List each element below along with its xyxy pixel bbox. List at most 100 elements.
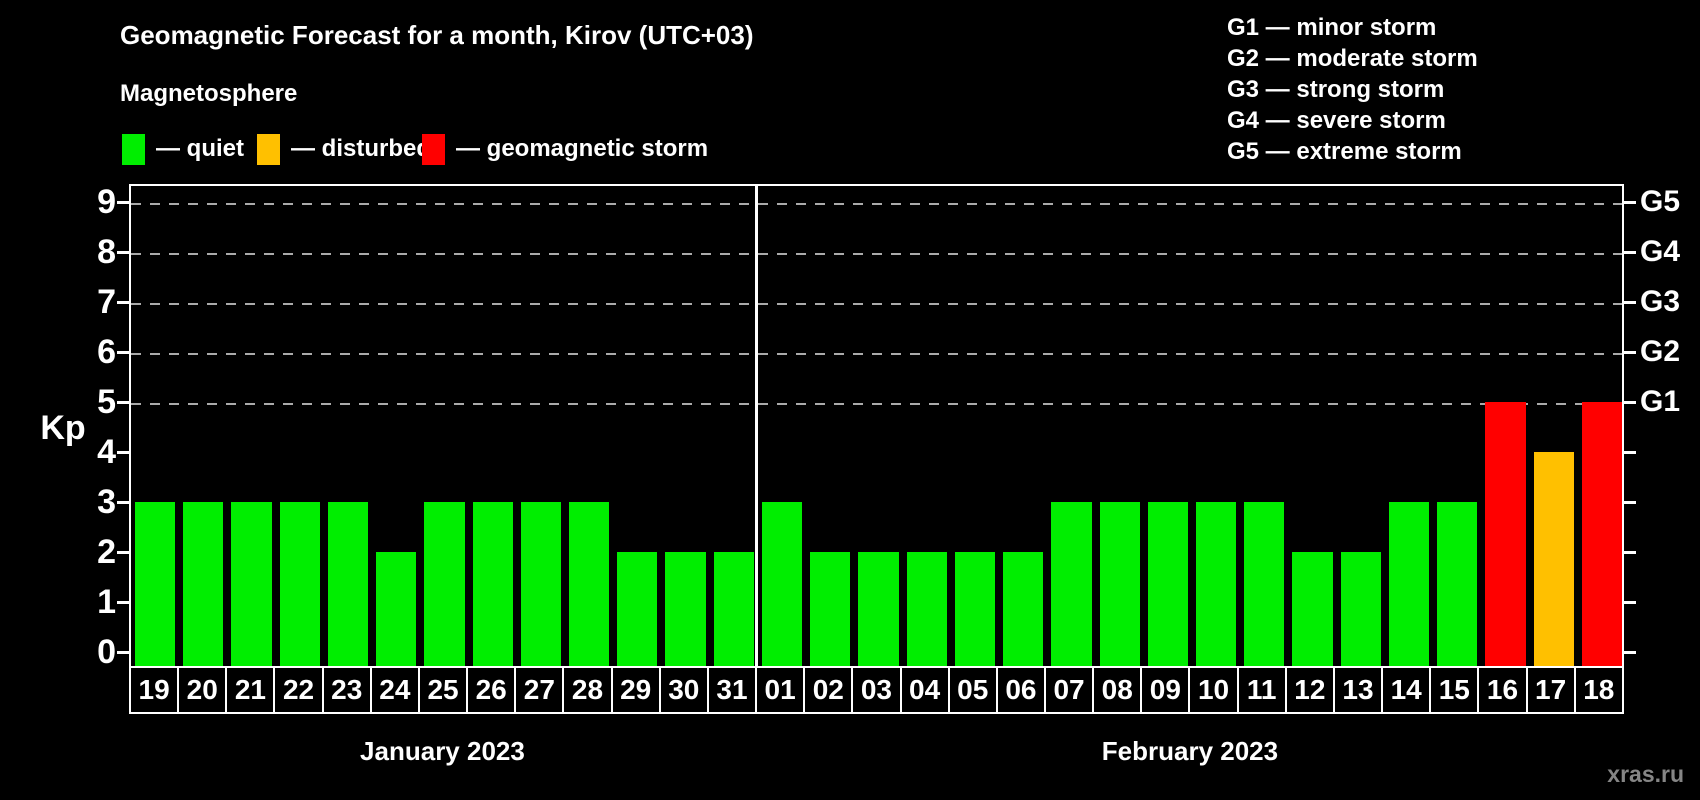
day-cell: 08: [1094, 668, 1143, 712]
kp-bar-day-08: [1099, 502, 1140, 668]
gridline-kp-8: [131, 253, 1622, 255]
day-cell: 16: [1479, 668, 1528, 712]
day-cell: 23: [324, 668, 372, 712]
gridline-kp-6: [131, 353, 1622, 355]
day-cell: 12: [1287, 668, 1335, 712]
gridline-kp-5: [131, 403, 1622, 405]
kp-bar-day-07: [1051, 502, 1092, 668]
day-cell: 24: [372, 668, 420, 712]
day-cell: 20: [179, 668, 228, 712]
kp-bar-day-16: [1485, 402, 1526, 668]
kp-bar-day-21: [231, 502, 272, 668]
kp-bar-day-25: [424, 502, 465, 668]
legend-item-label: — quiet: [156, 135, 244, 162]
y-axis-tick-left: [117, 601, 129, 604]
y-axis-tick-label: 9: [97, 183, 116, 221]
g-axis-label-g5: G5: [1640, 185, 1681, 218]
y-axis-tick-left: [117, 301, 129, 304]
y-axis-tick-left: [117, 501, 129, 504]
day-cell: 13: [1335, 668, 1384, 712]
day-cell: 19: [131, 668, 180, 712]
g-legend-line: G5 — extreme storm: [1227, 138, 1462, 165]
kp-bar-day-17: [1533, 452, 1574, 668]
y-axis-tick-left: [117, 251, 129, 254]
kp-bar-day-19: [135, 502, 176, 668]
month-label: February 2023: [1101, 736, 1279, 766]
g-axis-label-g3: G3: [1640, 285, 1681, 318]
day-cell: 09: [1142, 668, 1191, 712]
kp-bar-day-29: [617, 552, 658, 668]
day-cell: 03: [853, 668, 902, 712]
g-axis-label-g2: G2: [1640, 335, 1681, 368]
day-cell: 21: [227, 668, 276, 712]
legend-item-label: — disturbed: [291, 135, 432, 162]
kp-bar-day-05: [954, 552, 996, 668]
y-axis-tick-label: 5: [97, 383, 116, 421]
x-axis-day-strip: 19 20 21 22 23 24 25 26 27 28 29 30 31 01 02 03 04 05 06 07…: [129, 666, 1624, 714]
day-cell: 02: [805, 668, 854, 712]
day-cell: 11: [1239, 668, 1287, 712]
legend-item-storm: — geomagnetic storm: [422, 133, 708, 165]
kp-bar-day-09: [1147, 502, 1188, 668]
y-axis-tick-label: 7: [97, 283, 116, 321]
y-axis-tick-left: [117, 201, 129, 204]
gridline-kp-7: [131, 303, 1622, 305]
storm-swatch-icon: [422, 133, 445, 165]
y-axis-tick-left: [117, 651, 129, 654]
y-axis-tick-label: 2: [97, 533, 116, 571]
y-axis-tick-right: [1624, 401, 1636, 404]
kp-bar-day-24: [376, 552, 417, 668]
quiet-swatch-icon: [122, 133, 145, 165]
y-axis-tick-label: 8: [97, 233, 116, 271]
y-axis-tick-left: [117, 451, 129, 454]
kp-bar-day-02: [810, 552, 851, 668]
kp-bar-day-27: [520, 502, 562, 668]
y-axis-tick-right: [1624, 551, 1636, 554]
g-legend-line: G3 — strong storm: [1227, 76, 1445, 103]
kp-bar-day-28: [569, 502, 610, 668]
kp-bar-day-14: [1388, 502, 1430, 668]
disturbed-swatch-icon: [257, 133, 280, 165]
kp-bar-day-15: [1437, 502, 1478, 668]
kp-bar-day-11: [1244, 502, 1285, 668]
y-axis-tick-right: [1624, 601, 1636, 604]
day-cell: 27: [516, 668, 565, 712]
kp-bar-day-12: [1292, 552, 1333, 668]
y-axis-tick-label: 3: [97, 483, 116, 521]
day-cell: 01: [757, 668, 806, 712]
kp-bar-day-23: [327, 502, 369, 668]
day-cell: 15: [1431, 668, 1480, 712]
kp-bar-day-01: [761, 502, 803, 668]
day-cell: 30: [661, 668, 709, 712]
kp-bar-day-04: [906, 552, 947, 668]
y-axis-tick-right: [1624, 501, 1636, 504]
kp-bar-day-20: [183, 502, 224, 668]
y-axis-tick-left: [117, 401, 129, 404]
day-cell: 26: [468, 668, 517, 712]
g-axis-label-g1: G1: [1640, 385, 1681, 418]
y-axis-tick-right: [1624, 451, 1636, 454]
chart-title: Geomagnetic Forecast for a month, Kirov …: [120, 20, 754, 50]
y-axis-tick-right: [1624, 201, 1636, 204]
gridline-kp-9: [131, 203, 1622, 205]
kp-bar-day-18: [1581, 402, 1622, 668]
g-axis-label-g4: G4: [1640, 235, 1681, 268]
y-axis-tick-right: [1624, 301, 1636, 304]
kp-bar-day-13: [1340, 552, 1381, 668]
kp-bar-day-30: [665, 552, 706, 668]
month-separator: [754, 186, 758, 668]
day-cell: 31: [709, 668, 758, 712]
watermark: xras.ru: [1607, 761, 1684, 787]
day-cell: 18: [1583, 674, 1615, 705]
day-cell: 17: [1528, 668, 1576, 712]
y-axis-tick-label: 4: [97, 433, 116, 471]
day-cell: 06: [998, 668, 1046, 712]
g-legend-line: G2 — moderate storm: [1227, 45, 1478, 72]
day-cell: 29: [613, 668, 661, 712]
y-axis-tick-left: [117, 551, 129, 554]
y-axis-title: Kp: [40, 409, 86, 447]
day-cell: 04: [902, 668, 950, 712]
y-axis-tick-left: [117, 351, 129, 354]
kp-bar-day-31: [713, 552, 754, 668]
